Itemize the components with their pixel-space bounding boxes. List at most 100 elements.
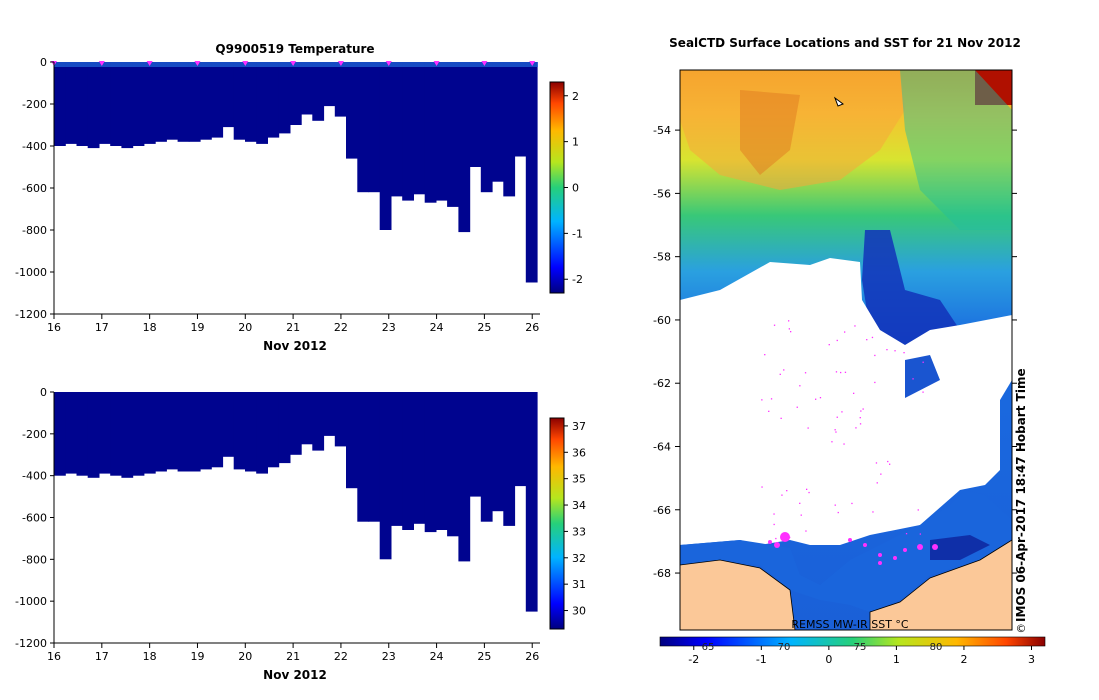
profile-column [323, 392, 336, 436]
profile-column [267, 62, 280, 138]
station-marker [98, 61, 105, 66]
sst-hot-corner [975, 70, 1012, 105]
colorbar-tick-label: 31 [572, 578, 586, 591]
sst-colorbar-tick-label: 1 [893, 653, 900, 666]
profile-column [525, 62, 538, 283]
sst-colorbar-tick-label: -1 [756, 653, 767, 666]
seal-track-point [836, 339, 838, 342]
x-tick-label: 17 [95, 650, 109, 663]
map-y-tick-label: -66 [653, 504, 671, 517]
x-tick-label: 24 [430, 650, 444, 663]
seal-location-dot [878, 553, 882, 557]
x-tick-label: 16 [47, 650, 61, 663]
seal-track-point [889, 463, 891, 465]
profile-column [121, 62, 134, 149]
seal-track-point [804, 372, 807, 374]
profile-column [447, 392, 459, 537]
colorbar-tick-label: 2 [572, 90, 579, 103]
profile-column [65, 62, 77, 144]
seal-track-point [790, 331, 792, 333]
map-y-tick-label: -68 [653, 567, 671, 580]
profile-column [267, 392, 280, 468]
seal-track-point [859, 423, 862, 425]
temperature-xlabel: Nov 2012 [263, 339, 327, 353]
y-tick-label: -800 [22, 553, 47, 566]
seal-track-point [768, 410, 770, 412]
profile-column [492, 62, 504, 182]
colorbar-tick-label: 0 [572, 182, 579, 195]
x-tick-label: 20 [238, 650, 252, 663]
sst-overlay-label: 65 [702, 642, 715, 653]
seal-track-point [783, 369, 785, 371]
seal-location-dot [768, 540, 772, 544]
temperature-title: Q9900519 Temperature [215, 42, 374, 56]
land-west [680, 559, 796, 630]
profile-column [245, 62, 257, 142]
profile-column [155, 392, 167, 472]
seal-track-point [834, 504, 836, 506]
profile-column [469, 392, 482, 497]
profile-column [503, 392, 516, 526]
salinity-y-ticks: 0 -200 -400 -600 -800 -1000 -1200 [15, 386, 54, 650]
seal-track-point [855, 427, 857, 429]
temperature-colorbar-ticks: -2 -1 0 1 2 [564, 90, 583, 286]
seal-track-point [788, 328, 790, 330]
seal-track-point [859, 417, 861, 419]
profile-column [357, 392, 370, 522]
colorbar-tick-label: -2 [572, 273, 583, 286]
profile-column [391, 62, 403, 197]
map-y-tick-label: -60 [653, 314, 671, 327]
seal-track-point [764, 354, 766, 356]
station-marker [194, 61, 201, 66]
profile-column [480, 392, 493, 522]
y-tick-label: -1200 [15, 637, 47, 650]
seal-track-point [819, 397, 822, 399]
seal-track-point [808, 491, 810, 494]
profile-column [289, 62, 302, 125]
sst-overlay-label: 80 [930, 642, 943, 653]
seal-track-point [773, 324, 776, 326]
sst-colorbar-label: REMSS MW-IR SST °C [791, 618, 909, 631]
colorbar-tick-label: 35 [572, 473, 586, 486]
seal-location-dot [848, 538, 852, 542]
seal-location-dot [903, 548, 907, 552]
salinity-xlabel: Nov 2012 [263, 668, 327, 682]
profile-column [424, 62, 437, 203]
seal-track-point [770, 398, 773, 400]
seal-location-dot [774, 542, 780, 548]
land-east [869, 539, 1012, 630]
seal-track-point [919, 533, 921, 535]
temperature-x-ticks: 16 17 18 19 20 21 22 23 24 25 26 [47, 314, 539, 334]
profile-column [458, 62, 471, 233]
seal-track-point [779, 373, 781, 375]
map-y-tick-label: -54 [653, 124, 671, 137]
x-tick-label: 16 [47, 321, 61, 334]
salinity-x-ticks: 16 17 18 19 20 21 22 23 24 25 26 [47, 643, 539, 663]
seal-track-point [806, 488, 808, 490]
surface-stations [51, 61, 536, 66]
seal-track-point [844, 331, 846, 333]
seal-track-point [876, 482, 878, 484]
x-tick-label: 22 [334, 321, 348, 334]
seal-location-dot [780, 532, 790, 542]
profile-column [222, 392, 235, 457]
profile-column [379, 392, 392, 560]
profile-column [301, 392, 313, 445]
seal-track-point [862, 408, 864, 410]
seal-track-point [880, 473, 882, 475]
profile-column [435, 62, 448, 201]
map-y-tick-label: -58 [653, 251, 671, 264]
colorbar-tick-label: 37 [572, 420, 586, 433]
temperature-colorbar [549, 81, 565, 294]
seal-track-point [780, 417, 782, 419]
profile-column [155, 62, 167, 142]
profile-column [413, 62, 426, 195]
profile-column [256, 62, 268, 144]
profile-column [54, 392, 66, 476]
station-marker [385, 61, 392, 66]
seal-track-point [835, 431, 837, 433]
profile-column [200, 62, 212, 140]
x-tick-label: 23 [382, 321, 396, 334]
x-tick-label: 24 [430, 321, 444, 334]
seal-track-point [840, 371, 842, 374]
